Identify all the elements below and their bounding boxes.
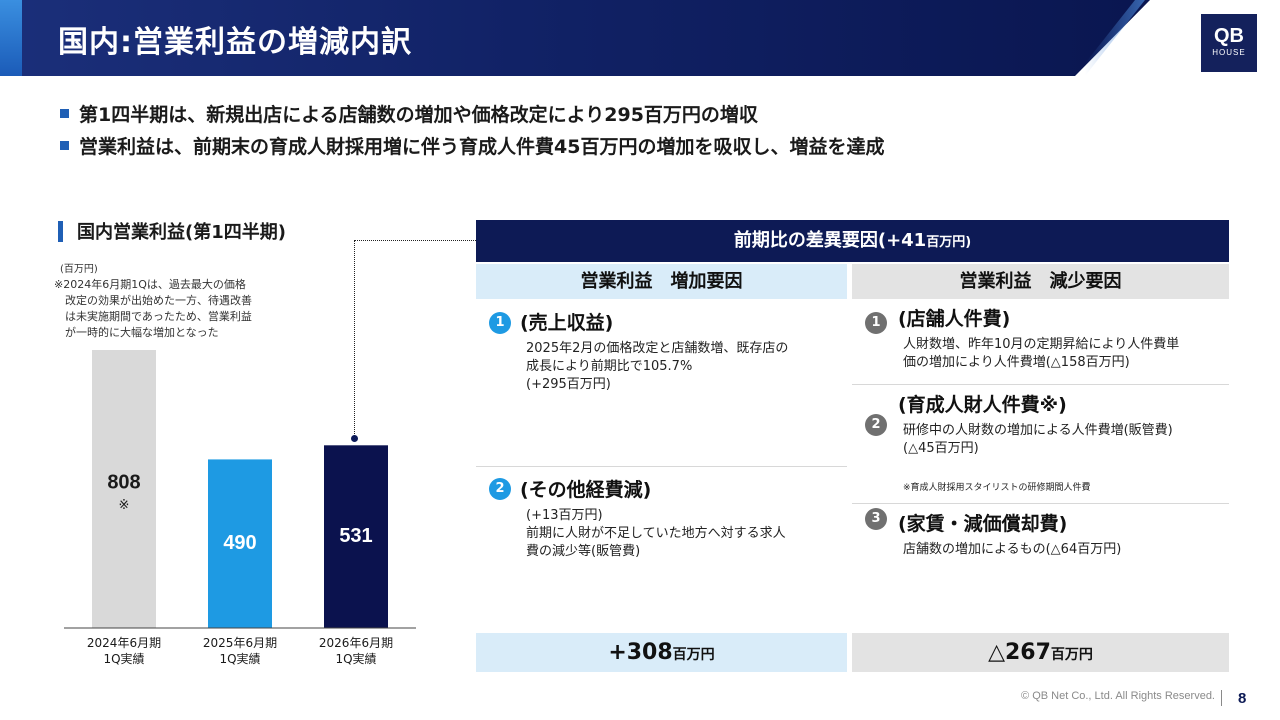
x-tick-label: 1Q実績 [103,651,144,666]
chart-footnote: ※2024年6月期1Qは、過去最大の価格 改定の効果が出始めた一方、待遇改善 は… [54,278,252,339]
increase-total-unit: 百万円 [672,647,715,663]
x-tick-label: 1Q実績 [219,651,260,666]
increase-total-value: +308 [608,640,673,665]
bar-value-label: 808 [107,472,140,494]
square-bullet-icon [60,108,69,118]
increase-item-body: 2025年2月の価格改定と店舗数増、既存店の 成長により前期比で105.7% (… [526,341,789,392]
decrease-factors-header: 営業利益 減少要因 [852,264,1229,299]
chart-heading: 国内営業利益(第1四半期) [58,218,286,244]
increase-item-title: (売上収益) [520,312,614,334]
footer-separator [1221,690,1222,706]
bar-value-label: 490 [223,532,256,554]
connector-dotted-vertical [354,240,355,438]
increase-item-title: (その他経費減) [520,479,652,501]
logo-sub-text: HOUSE [1212,48,1246,57]
decrease-item-title: (店舗人件費) [898,308,1011,330]
heading-accent-bar [58,220,63,242]
number-badge-2-icon: 2 [865,414,887,436]
x-tick-label: 2024年6月期 [87,636,161,650]
header-accent [0,0,22,76]
logo-main-text: QB [1214,25,1244,47]
x-tick-label: 2026年6月期 [319,636,393,650]
number-badge-1-icon: 1 [489,312,511,334]
bullet-item: 第1四半期は、新規出店による店舗数の増加や価格改定により295百万円の増収 [60,97,884,129]
page-number: 8 [1238,690,1247,707]
divider [852,384,1229,385]
number-badge-3-icon: 3 [865,508,887,530]
increase-item-body: (+13百万円) 前期に人財が不足していた地方へ対する求人 費の減少等(販管費) [526,508,786,559]
panel-title-value: (+41 [877,230,927,251]
x-tick-label: 2025年6月期 [203,636,277,650]
bar-0 [92,350,156,628]
decrease-total-unit: 百万円 [1050,647,1093,663]
number-badge-1-icon: 1 [865,312,887,334]
decrease-item-footnote: ※育成人財採用スタイリストの研修期間人件費 [903,483,1091,493]
decrease-item-body: 店舗数の増加によるもの(△64百万円) [903,542,1122,557]
header-band [0,0,1150,76]
decrease-item-title: (家賃・減価償却費) [898,513,1068,535]
copyright: © QB Net Co., Ltd. All Rights Reserved. [1021,690,1215,702]
divider [476,466,847,467]
square-bullet-icon [60,140,69,150]
decrease-item-body: 研修中の人財数の増加による人件費増(販管費) (△45百万円) [903,423,1173,456]
chart-heading-text: 国内営業利益(第1四半期) [77,222,286,243]
bar-1 [208,459,272,628]
bar-value-note: ※ [119,498,130,513]
bullet-text: 第1四半期は、新規出店による店舗数の増加や価格改定により295百万円の増収 [79,103,758,126]
summary-bullets: 第1四半期は、新規出店による店舗数の増加や価格改定により295百万円の増収 営業… [60,97,884,161]
number-badge-2-icon: 2 [489,478,511,500]
page-title: 国内:営業利益の増減内訳 [58,25,412,60]
bullet-text: 営業利益は、前期末の育成人財採用増に伴う育成人件費45百万円の増加を吸収し、増益… [79,135,885,158]
x-tick-label: 1Q実績 [335,651,376,666]
increase-total: +308百万円 [476,633,847,672]
decrease-item-title: (育成人財人件費※) [898,394,1067,416]
bar-2 [324,445,388,628]
decrease-total: △267百万円 [852,633,1229,672]
bar-value-label: 531 [339,525,372,547]
bar-chart: 808※2024年6月期1Q実績4902025年6月期1Q実績5312026年6… [64,350,416,666]
variance-panel-title: 前期比の差異要因(+41百万円) [476,220,1229,262]
divider [852,503,1229,504]
chart-unit-label: (百万円) [60,264,98,275]
bullet-item: 営業利益は、前期末の育成人財採用増に伴う育成人件費45百万円の増加を吸収し、増益… [60,129,884,161]
connector-dotted-horizontal [354,240,476,241]
decrease-item-body: 人財数増、昨年10月の定期昇給により人件費単 価の増加により人件費増(△158百… [903,337,1180,370]
connector-dot [351,435,358,442]
header: 国内:営業利益の増減内訳 QB HOUSE [0,0,1280,76]
increase-factors-header: 営業利益 増加要因 [476,264,847,299]
decrease-total-value: △267 [988,640,1051,665]
panel-title-text: 前期比の差異要因 [733,230,878,251]
panel-title-unit: 百万円) [926,235,972,250]
qb-house-logo: QB HOUSE [1201,14,1257,72]
